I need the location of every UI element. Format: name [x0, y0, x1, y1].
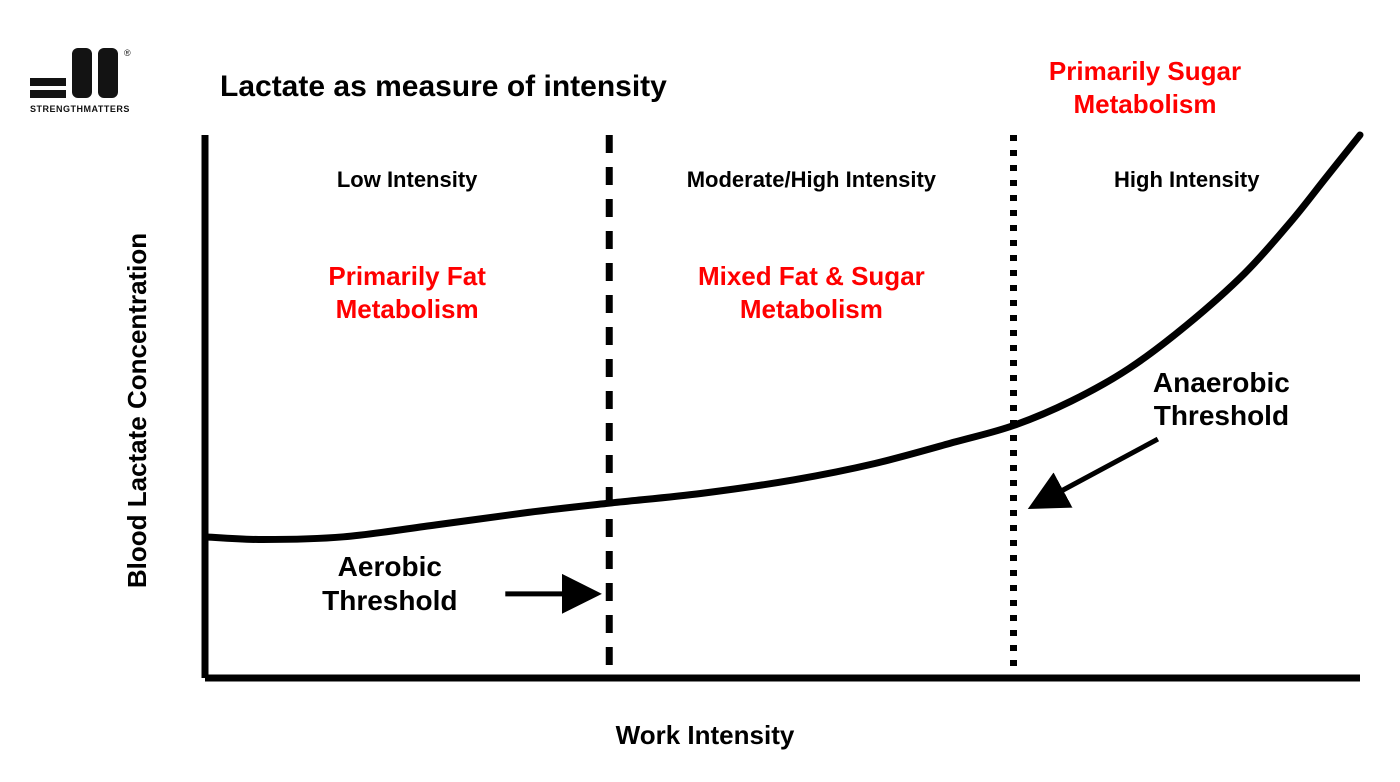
y-axis-label: Blood Lactate Concentration	[122, 233, 153, 588]
zone-label-low: Low Intensity	[287, 167, 527, 193]
chart-plot-area: Low Intensity Moderate/High Intensity Hi…	[205, 135, 1360, 678]
brand-logo-text: STRENGTHMATTERS	[30, 104, 140, 114]
metabolism-label-sugar: Primarily Sugar Metabolism	[1020, 55, 1270, 120]
threshold-label-aerobic-line1: Aerobic	[290, 550, 490, 584]
threshold-label-anaerobic-line1: Anaerobic	[1111, 366, 1331, 400]
metabolism-label-fat-line2: Metabolism	[277, 293, 537, 326]
threshold-label-aerobic-line2: Threshold	[290, 584, 490, 618]
metabolism-label-fat-line1: Primarily Fat	[277, 260, 537, 293]
brand-logo-icon: ®	[30, 48, 135, 100]
arrow-anaerobic	[1037, 439, 1158, 504]
threshold-label-aerobic: Aerobic Threshold	[290, 550, 490, 617]
metabolism-label-sugar-line1: Primarily Sugar	[1020, 55, 1270, 88]
metabolism-label-fat: Primarily Fat Metabolism	[277, 260, 537, 325]
brand-logo: ® STRENGTHMATTERS	[30, 50, 140, 114]
threshold-label-anaerobic-line2: Threshold	[1111, 399, 1331, 433]
chart-title: Lactate as measure of intensity	[220, 70, 667, 104]
metabolism-label-mixed-line1: Mixed Fat & Sugar	[661, 260, 961, 293]
svg-text:®: ®	[124, 48, 131, 58]
metabolism-label-sugar-line2: Metabolism	[1020, 88, 1270, 121]
zone-label-moderate: Moderate/High Intensity	[651, 167, 971, 193]
brand-logo-mark: ®	[30, 50, 140, 100]
zone-label-high: High Intensity	[1077, 167, 1297, 193]
threshold-label-anaerobic: Anaerobic Threshold	[1111, 366, 1331, 433]
x-axis-label: Work Intensity	[555, 720, 855, 751]
lactate-curve	[205, 135, 1360, 540]
metabolism-label-mixed-line2: Metabolism	[661, 293, 961, 326]
metabolism-label-mixed: Mixed Fat & Sugar Metabolism	[661, 260, 961, 325]
